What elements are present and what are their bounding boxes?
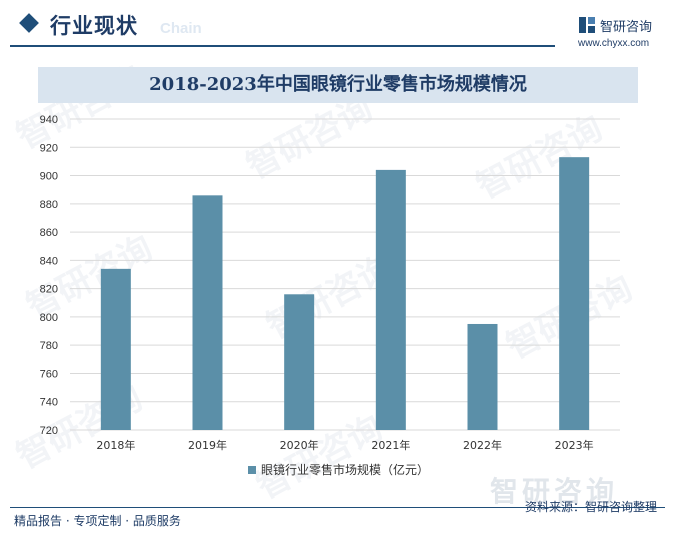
brand-url: www.chyxx.com	[578, 38, 650, 49]
y-tick-label: 760	[40, 368, 58, 380]
bar	[375, 169, 406, 430]
brand-name: 智研咨询	[600, 20, 653, 35]
y-tick-label: 800	[40, 312, 58, 324]
chart-title: 2018-2023年中国眼镜行业零售市场规模情况	[149, 74, 527, 95]
chart-title-box: 2018-2023年中国眼镜行业零售市场规模情况	[38, 67, 638, 103]
y-tick-label: 840	[40, 255, 58, 267]
brand-logo-icon	[579, 17, 595, 33]
data-source: 资料来源：智研咨询整理	[524, 500, 657, 514]
x-tick-label: 2023年	[555, 438, 594, 452]
bottom-watermark-logo: 智研咨询	[490, 475, 619, 508]
bar	[100, 268, 131, 430]
y-tick-label: 780	[40, 340, 58, 352]
y-tick-label: 720	[40, 425, 58, 437]
y-tick-label: 860	[40, 227, 58, 239]
y-tick-label: 880	[40, 199, 58, 211]
section-title: 行业现状	[50, 14, 138, 38]
bar	[284, 294, 315, 430]
x-tick-label: 2019年	[188, 438, 227, 452]
y-tick-label: 940	[40, 114, 58, 126]
bar	[559, 157, 590, 430]
section-header: 行业现状 Chain	[0, 0, 675, 50]
header-divider	[10, 45, 555, 47]
section-subtitle-en: Chain	[160, 20, 202, 37]
footer-slogan: 精品报告 · 专项定制 · 品质服务	[14, 514, 181, 528]
y-tick-label: 920	[40, 142, 58, 154]
legend-swatch	[248, 466, 256, 474]
x-tick-label: 2021年	[371, 438, 410, 452]
x-tick-label: 2020年	[280, 438, 319, 452]
bar	[467, 323, 498, 430]
legend-label: 眼镜行业零售市场规模（亿元）	[261, 462, 429, 477]
y-tick-label: 820	[40, 284, 58, 296]
bar	[192, 195, 223, 430]
x-tick-label: 2022年	[463, 438, 502, 452]
y-tick-label: 740	[40, 397, 58, 409]
footer-divider	[10, 507, 665, 508]
y-tick-label: 900	[40, 171, 58, 183]
x-tick-label: 2018年	[96, 438, 135, 452]
